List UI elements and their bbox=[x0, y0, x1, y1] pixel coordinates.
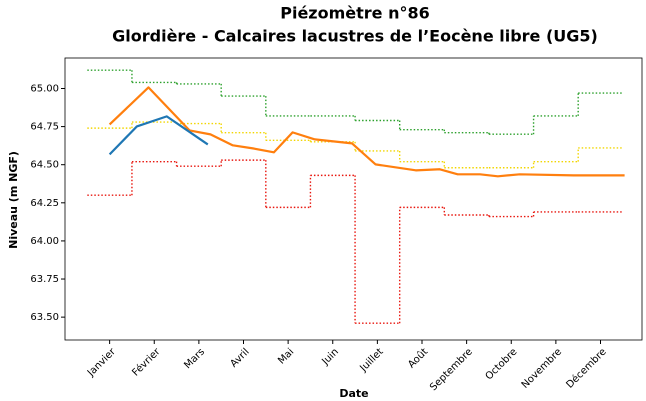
x-tick-label: Février bbox=[130, 345, 163, 378]
x-tick-label: Décembre bbox=[564, 346, 609, 391]
y-tick-label: 64.75 bbox=[30, 122, 59, 133]
x-tick-label: Juillet bbox=[358, 346, 386, 374]
x-tick-label: Mai bbox=[276, 346, 296, 366]
x-tick-label: Juin bbox=[319, 346, 341, 368]
y-tick-label: 63.75 bbox=[30, 274, 59, 285]
x-tick-label: Septembre bbox=[428, 346, 475, 393]
y-axis-label: Niveau (m NGF) bbox=[7, 151, 20, 249]
plot-frame bbox=[64, 57, 643, 341]
y-tick-label: 65.00 bbox=[30, 83, 59, 94]
x-axis-label: Date bbox=[339, 387, 368, 400]
y-tick-label: 63.50 bbox=[30, 312, 59, 323]
y-tick-label: 64.00 bbox=[30, 236, 59, 247]
y-tick-label: 64.50 bbox=[30, 160, 59, 171]
x-tick-label: Avril bbox=[229, 346, 252, 369]
chart-title: Piézomètre n°86 bbox=[280, 4, 430, 23]
y-tick-label: 64.25 bbox=[30, 198, 59, 209]
chart-subtitle: Glordière - Calcaires lacustres de l’Eoc… bbox=[112, 27, 598, 46]
series-line bbox=[108, 115, 209, 156]
x-tick-label: Janvier bbox=[85, 346, 118, 379]
series-line bbox=[108, 86, 625, 178]
x-tick-label: Août bbox=[405, 346, 430, 371]
x-tick-label: Novembre bbox=[520, 346, 564, 390]
x-tick-label: Mars bbox=[182, 346, 207, 371]
x-tick-label: Octobre bbox=[484, 346, 520, 382]
